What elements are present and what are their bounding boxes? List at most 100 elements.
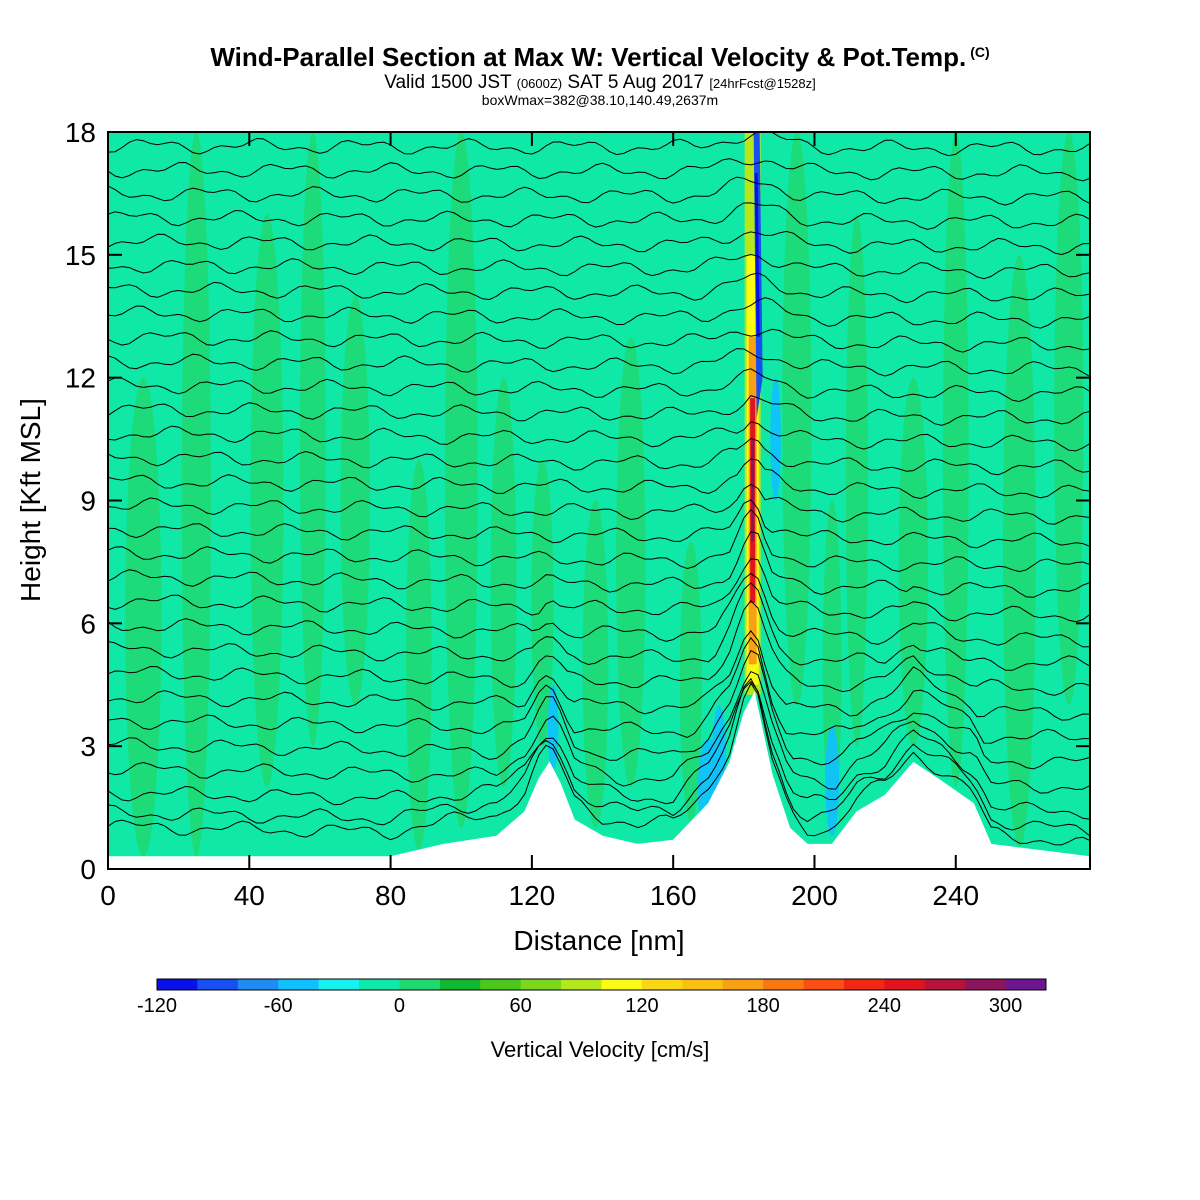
- colorbar-swatch-10: [561, 979, 602, 990]
- colorbar-label-0: -120: [137, 995, 177, 1017]
- theta-contour-14: [108, 483, 1090, 525]
- theta-contour-29: [108, 132, 1090, 157]
- updraft-streak-12: [782, 132, 812, 706]
- updraft-streak-14: [845, 213, 868, 747]
- colorbar-swatch-3: [278, 979, 320, 990]
- theta-contour-21: [108, 328, 1090, 353]
- theta-contour-27: [108, 176, 1090, 206]
- colorbar-swatch-7: [439, 979, 481, 990]
- updraft-streak-6: [444, 132, 478, 829]
- colorbar-swatch-5: [359, 979, 400, 990]
- chart-title: Wind-Parallel Section at Max W: Vertical…: [210, 42, 990, 72]
- colorbar-swatch-16: [803, 979, 845, 990]
- y-tick-label-3: 9: [80, 486, 96, 517]
- colorbar-swatch-6: [399, 979, 441, 990]
- x-tick-label-3: 120: [509, 880, 556, 911]
- theta-contour-17: [108, 421, 1090, 452]
- theta-contour-20: [108, 348, 1090, 378]
- y-tick-label-2: 6: [80, 608, 96, 639]
- colorbar-swatch-8: [480, 979, 522, 990]
- y-tick-label-5: 15: [65, 240, 96, 271]
- colorbar-label-1: -60: [264, 995, 293, 1017]
- theta-contour-11: [108, 531, 1090, 598]
- terrain: [108, 691, 1090, 869]
- x-axis: 0 40 80 120 160 200 240: [100, 132, 979, 911]
- theta-contour-2: [108, 680, 1090, 820]
- theta-contour-3: [108, 670, 1090, 794]
- y-tick-label-0: 0: [80, 854, 96, 885]
- colorbar-frame: [156, 978, 1047, 991]
- colorbar-label-2: 0: [394, 995, 405, 1017]
- x-tick-label-2: 80: [375, 880, 406, 911]
- colorbar-swatch-1: [197, 979, 239, 990]
- theta-contour-26: [108, 202, 1090, 230]
- colorbar-swatch-11: [601, 979, 643, 990]
- y-tick-label-4: 12: [65, 363, 96, 394]
- theta-contour-28: [108, 158, 1090, 182]
- theta-contours: [108, 132, 1090, 846]
- colorbar-label-4: 120: [625, 995, 658, 1017]
- terrain-silhouette: [108, 691, 1090, 869]
- downdraft-4: [770, 377, 781, 501]
- colorbar-label-7: 300: [989, 995, 1022, 1017]
- colorbar-swatch-13: [682, 979, 724, 990]
- y-axis-title: Height [Kft MSL]: [15, 398, 46, 602]
- theta-contour-19: [108, 368, 1090, 403]
- chart-subtitle: Valid 1500 JST (0600Z) SAT 5 Aug 2017 [2…: [384, 72, 816, 93]
- x-tick-label-0: 0: [100, 880, 116, 911]
- theta-contour-24: [108, 253, 1090, 280]
- colorbar-label-3: 60: [510, 995, 532, 1017]
- x-tick-label-6: 240: [932, 880, 979, 911]
- updraft-streak-10: [616, 336, 646, 788]
- updraft-streak-18: [1054, 132, 1084, 706]
- updraft-streak-9: [582, 500, 609, 829]
- colorbar: -120 -60 0 60 120 180 240 300: [137, 978, 1047, 1017]
- theta-contour-10: [108, 558, 1090, 623]
- theta-contour-7: [108, 600, 1090, 696]
- x-tick-label-5: 200: [791, 880, 838, 911]
- updraft-streak-7: [490, 377, 517, 788]
- x-axis-title: Distance [nm]: [513, 925, 684, 956]
- colorbar-swatch-0: [157, 979, 198, 990]
- colorbar-title: Vertical Velocity [cm/s]: [491, 1037, 710, 1062]
- theta-contour-25: [108, 230, 1090, 256]
- theta-contour-13: [108, 499, 1090, 549]
- colorbar-swatch-19: [924, 979, 966, 990]
- y-tick-label-6: 18: [65, 117, 96, 148]
- colorbar-swatch-4: [318, 979, 360, 990]
- theta-contour-4: [108, 649, 1090, 770]
- downdraft-2: [825, 725, 840, 837]
- velocity-fill: [108, 132, 1090, 869]
- updraft-streak-3: [300, 132, 326, 747]
- colorbar-swatch-17: [843, 979, 885, 990]
- box-wmax-annotation: boxWmax=382@38.10,140.49,2637m: [481, 92, 719, 108]
- theta-contour-6: [108, 630, 1090, 721]
- theta-contour-18: [108, 395, 1090, 426]
- updraft-streak-0: [125, 377, 162, 857]
- downdraft-flank-core: [754, 172, 760, 337]
- colorbar-swatch-20: [965, 979, 1007, 990]
- colorbar-swatch-21: [1005, 979, 1047, 990]
- colorbar-swatch-18: [884, 979, 926, 990]
- updraft-streak-1: [181, 132, 211, 857]
- colorbar-swatch-2: [237, 979, 279, 990]
- x-tick-label-4: 160: [650, 880, 697, 911]
- colorbar-swatch-12: [641, 979, 683, 990]
- updraft-core-max: [751, 439, 755, 542]
- theta-contour-0: [108, 682, 1090, 846]
- theta-contour-23: [108, 272, 1090, 304]
- colorbar-swatch-15: [763, 979, 805, 990]
- updraft-streak-4: [340, 295, 370, 706]
- theta-contour-15: [108, 458, 1090, 500]
- y-tick-label-1: 3: [80, 731, 96, 762]
- theta-contour-5: [108, 637, 1090, 744]
- theta-contour-9: [108, 572, 1090, 648]
- theta-contour-16: [108, 437, 1090, 476]
- theta-contour-12: [108, 508, 1090, 573]
- colorbar-swatch-14: [722, 979, 764, 990]
- x-tick-label-1: 40: [234, 880, 265, 911]
- updraft-streak-15: [898, 377, 928, 747]
- theta-contour-1: [108, 677, 1090, 837]
- y-axis: 0 3 6 9 12 15 18: [65, 117, 1090, 885]
